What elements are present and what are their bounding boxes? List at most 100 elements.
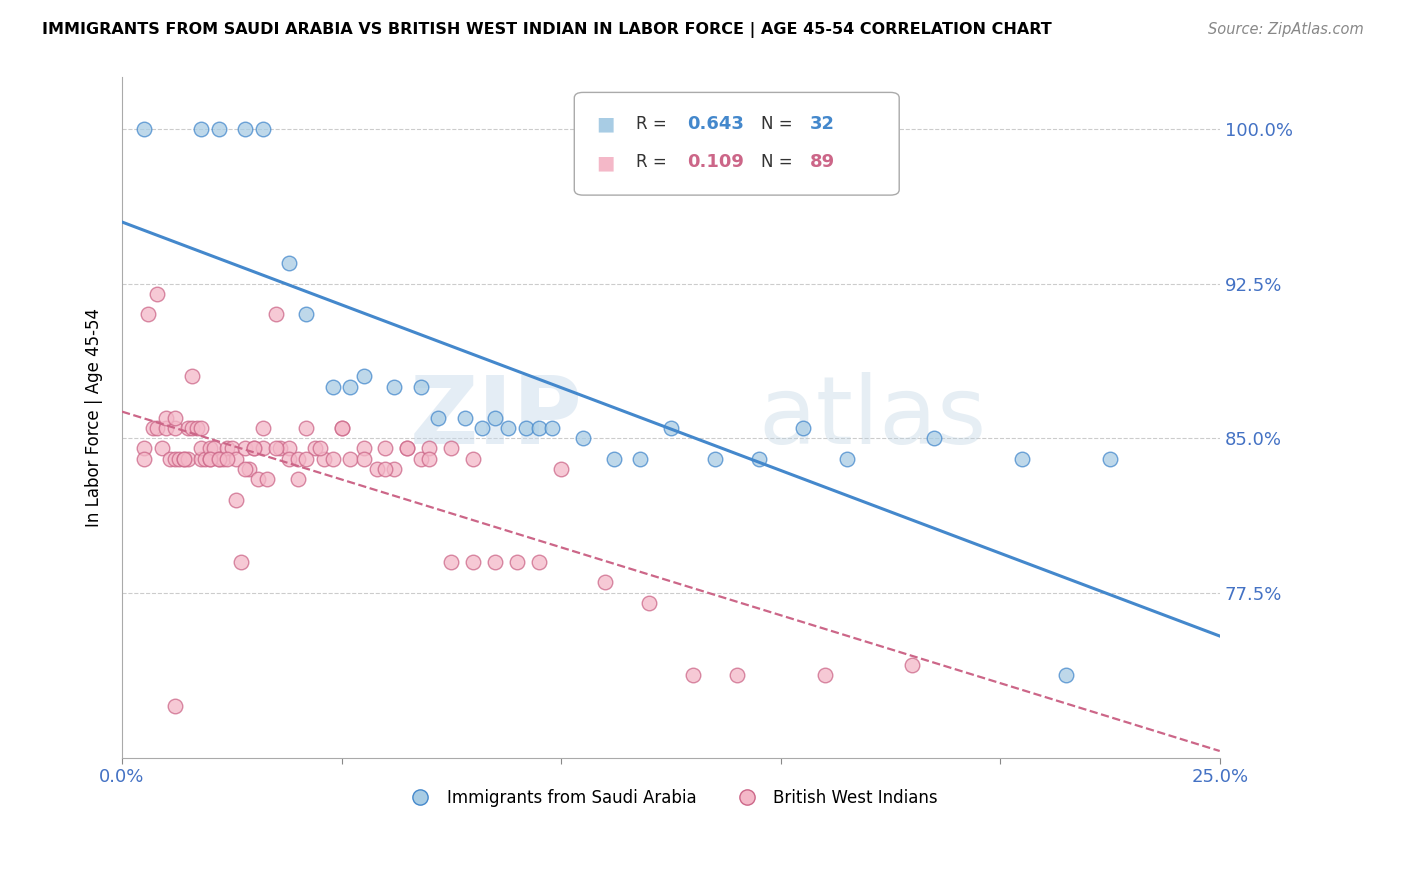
Point	[287, 451, 309, 466]
Point	[181, 369, 204, 384]
Text: 0.643: 0.643	[688, 115, 744, 133]
Point	[190, 451, 212, 466]
Point	[238, 462, 260, 476]
Point	[132, 122, 155, 136]
Point	[295, 308, 318, 322]
Point	[177, 451, 200, 466]
Text: atlas: atlas	[759, 372, 987, 464]
Point	[725, 668, 748, 682]
Legend: Immigrants from Saudi Arabia, British West Indians: Immigrants from Saudi Arabia, British We…	[396, 782, 945, 814]
Point	[813, 668, 835, 682]
Point	[186, 421, 208, 435]
Point	[463, 555, 485, 569]
Point	[163, 699, 186, 714]
Point	[225, 451, 247, 466]
Point	[418, 451, 440, 466]
Point	[515, 421, 537, 435]
Point	[792, 421, 814, 435]
Text: 89: 89	[810, 153, 835, 171]
Point	[155, 421, 177, 435]
Point	[252, 421, 274, 435]
Point	[527, 555, 550, 569]
Point	[396, 442, 419, 456]
Point	[208, 451, 231, 466]
Point	[242, 442, 264, 456]
Point	[484, 410, 506, 425]
Point	[427, 410, 450, 425]
Point	[550, 462, 572, 476]
Point	[382, 379, 405, 393]
Point	[198, 451, 221, 466]
Point	[217, 442, 239, 456]
Point	[322, 379, 344, 393]
Point	[572, 431, 595, 445]
Point	[409, 379, 432, 393]
Point	[225, 493, 247, 508]
Text: IMMIGRANTS FROM SAUDI ARABIA VS BRITISH WEST INDIAN IN LABOR FORCE | AGE 45-54 C: IMMIGRANTS FROM SAUDI ARABIA VS BRITISH …	[42, 22, 1052, 38]
Point	[339, 379, 361, 393]
Point	[396, 442, 419, 456]
Point	[242, 442, 264, 456]
Point	[1054, 668, 1077, 682]
Point	[330, 421, 353, 435]
Point	[252, 442, 274, 456]
Point	[659, 421, 682, 435]
Point	[163, 410, 186, 425]
Point	[212, 451, 235, 466]
Point	[484, 555, 506, 569]
Point	[233, 462, 256, 476]
Point	[252, 122, 274, 136]
Point	[146, 421, 169, 435]
Point	[173, 451, 195, 466]
Point	[229, 555, 252, 569]
Point	[638, 596, 661, 610]
Point	[322, 451, 344, 466]
Point	[463, 451, 485, 466]
Point	[146, 286, 169, 301]
Point	[256, 472, 278, 486]
Point	[366, 462, 388, 476]
Point	[190, 442, 212, 456]
Point	[541, 421, 564, 435]
Point	[208, 122, 231, 136]
Point	[159, 451, 181, 466]
Point	[198, 451, 221, 466]
Point	[304, 442, 326, 456]
Point	[924, 431, 946, 445]
Point	[330, 421, 353, 435]
Point	[471, 421, 494, 435]
Point	[603, 451, 626, 466]
Point	[835, 451, 858, 466]
Point	[142, 421, 165, 435]
Point	[233, 442, 256, 456]
Point	[1098, 451, 1121, 466]
Point	[217, 451, 239, 466]
Point	[190, 122, 212, 136]
Point	[287, 472, 309, 486]
Text: N =: N =	[761, 153, 793, 171]
Point	[506, 555, 529, 569]
Point	[527, 421, 550, 435]
Point	[374, 442, 396, 456]
Point	[221, 442, 243, 456]
Point	[163, 451, 186, 466]
Point	[418, 442, 440, 456]
Point	[901, 657, 924, 672]
Point	[208, 451, 231, 466]
Point	[353, 442, 375, 456]
Point	[277, 451, 299, 466]
Text: ■: ■	[596, 114, 614, 133]
Text: 0.109: 0.109	[688, 153, 744, 171]
Point	[155, 410, 177, 425]
Point	[277, 442, 299, 456]
Point	[498, 421, 520, 435]
Point	[312, 451, 335, 466]
Point	[440, 555, 463, 569]
Point	[198, 442, 221, 456]
Point	[138, 308, 160, 322]
Point	[748, 451, 770, 466]
Point	[181, 421, 204, 435]
Point	[269, 442, 291, 456]
Point	[194, 451, 217, 466]
Point	[353, 451, 375, 466]
